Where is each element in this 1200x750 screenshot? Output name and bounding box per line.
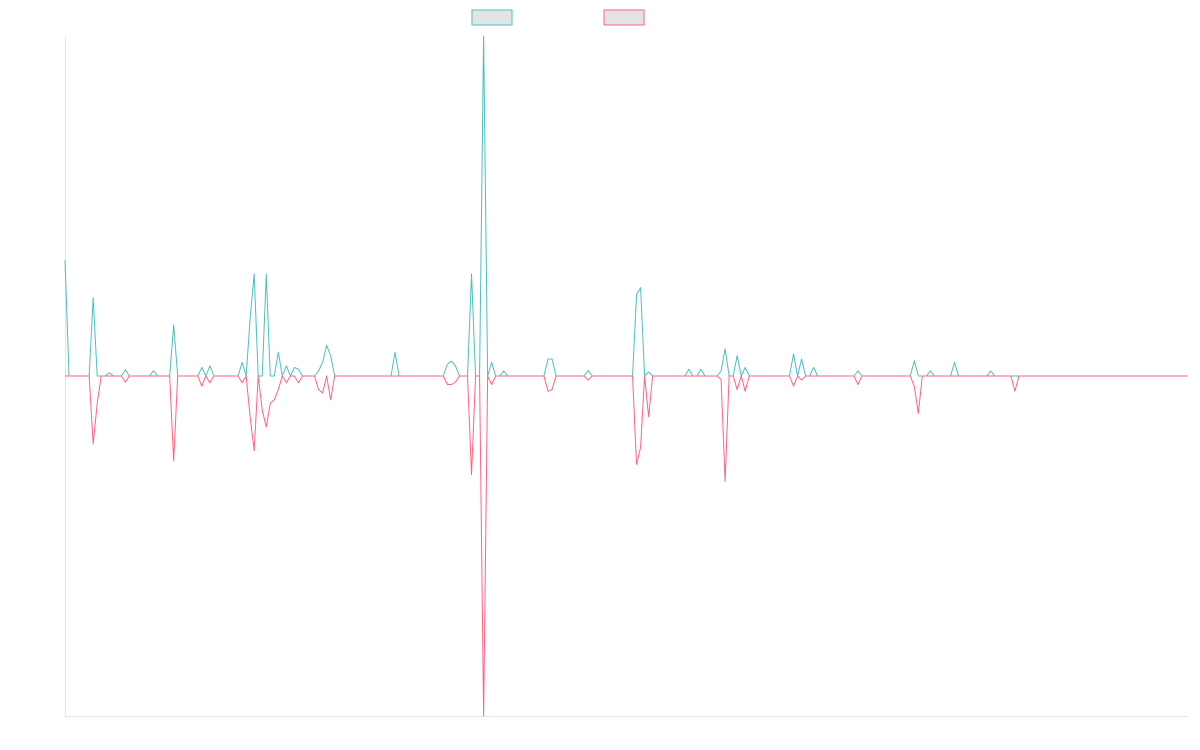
data-point-s0-6 xyxy=(201,367,202,368)
data-point-s1-25 xyxy=(547,391,548,392)
series-line-1 xyxy=(65,375,1188,717)
data-point-s1-5 xyxy=(209,382,210,383)
data-point-s1-33 xyxy=(737,389,738,390)
data-point-s1-9 xyxy=(262,409,263,410)
data-point-s1-14 xyxy=(286,382,287,383)
data-point-s0-5 xyxy=(173,324,174,325)
data-point-s0-18 xyxy=(326,345,327,346)
data-point-s1-4 xyxy=(201,386,202,387)
data-point-s0-2 xyxy=(109,372,110,373)
data-point-s1-11 xyxy=(270,403,271,404)
data-point-s1-16 xyxy=(318,389,319,390)
data-point-s1-27 xyxy=(588,379,589,380)
data-point-s0-28 xyxy=(547,358,548,359)
legend-item-1[interactable] xyxy=(603,9,645,26)
data-point-s1-17 xyxy=(322,392,323,393)
data-point-s0-0 xyxy=(64,260,65,261)
data-point-s1-13 xyxy=(278,389,279,390)
series-line-0 xyxy=(64,35,1188,377)
series-group xyxy=(64,35,1188,717)
data-point-s1-21 xyxy=(455,382,456,383)
data-point-s0-25 xyxy=(483,35,484,36)
data-point-s0-23 xyxy=(455,365,456,366)
legend-item-0[interactable] xyxy=(471,9,513,26)
data-point-s1-1 xyxy=(97,403,98,404)
data-point-s1-7 xyxy=(250,416,251,417)
data-point-s0-46 xyxy=(954,362,955,363)
data-point-s0-16 xyxy=(318,370,319,371)
data-point-s1-40 xyxy=(1014,391,1015,392)
data-point-s1-3 xyxy=(173,460,174,461)
data-point-s0-8 xyxy=(242,362,243,363)
data-point-s0-35 xyxy=(700,369,701,370)
data-point-s1-26 xyxy=(551,389,552,390)
data-point-s0-7 xyxy=(209,365,210,366)
data-point-s0-36 xyxy=(720,370,721,371)
data-point-s0-1 xyxy=(93,297,94,298)
data-point-s1-20 xyxy=(451,384,452,385)
data-point-s0-14 xyxy=(294,367,295,368)
data-point-s0-43 xyxy=(857,370,858,371)
data-point-s1-18 xyxy=(330,399,331,400)
data-point-s0-37 xyxy=(725,348,726,349)
data-point-s1-38 xyxy=(914,386,915,387)
data-point-s1-31 xyxy=(720,379,721,380)
data-point-s0-9 xyxy=(250,318,251,319)
data-point-s0-27 xyxy=(503,370,504,371)
data-point-s1-22 xyxy=(471,474,472,475)
data-point-s0-15 xyxy=(298,369,299,370)
legend xyxy=(471,9,645,26)
data-point-s1-0 xyxy=(93,443,94,444)
data-point-s0-3 xyxy=(125,369,126,370)
data-point-s0-29 xyxy=(551,358,552,359)
data-point-s1-2 xyxy=(125,382,126,383)
data-point-s0-45 xyxy=(930,370,931,371)
data-point-s0-31 xyxy=(636,294,637,295)
data-point-s0-10 xyxy=(254,273,255,274)
data-point-s0-11 xyxy=(266,273,267,274)
data-point-s0-17 xyxy=(322,362,323,363)
data-point-s1-15 xyxy=(298,382,299,383)
data-point-s0-4 xyxy=(153,370,154,371)
data-point-s0-22 xyxy=(451,360,452,361)
data-point-s0-44 xyxy=(914,360,915,361)
data-point-s1-19 xyxy=(447,384,448,385)
data-point-s0-47 xyxy=(990,370,991,371)
data-point-s1-8 xyxy=(254,450,255,451)
data-point-s1-36 xyxy=(801,379,802,380)
data-point-s0-39 xyxy=(745,367,746,368)
data-point-s1-32 xyxy=(725,481,726,482)
data-point-s0-38 xyxy=(737,355,738,356)
data-point-s1-28 xyxy=(636,464,637,465)
data-point-s0-26 xyxy=(491,362,492,363)
data-point-s0-21 xyxy=(447,364,448,365)
data-point-s0-33 xyxy=(648,371,649,372)
legend-swatch-1[interactable] xyxy=(603,9,645,26)
data-point-s1-10 xyxy=(266,426,267,427)
data-point-s0-20 xyxy=(394,352,395,353)
data-point-s1-30 xyxy=(648,416,649,417)
data-point-s1-34 xyxy=(745,391,746,392)
data-point-s0-34 xyxy=(688,369,689,370)
data-point-s0-32 xyxy=(640,287,641,288)
legend-swatch-0[interactable] xyxy=(471,9,513,26)
data-point-s1-12 xyxy=(274,399,275,400)
data-point-s0-24 xyxy=(471,273,472,274)
data-point-s1-24 xyxy=(491,384,492,385)
data-point-s0-42 xyxy=(813,367,814,368)
data-point-s0-41 xyxy=(801,358,802,359)
data-point-s1-37 xyxy=(857,384,858,385)
data-point-s0-40 xyxy=(793,353,794,354)
data-point-s1-39 xyxy=(918,413,919,414)
data-point-s1-23 xyxy=(483,715,484,716)
data-point-s1-29 xyxy=(640,447,641,448)
data-point-s0-19 xyxy=(330,355,331,356)
data-point-s0-12 xyxy=(278,352,279,353)
data-point-s0-13 xyxy=(286,365,287,366)
data-point-s0-30 xyxy=(588,370,589,371)
data-point-s1-35 xyxy=(793,386,794,387)
data-point-s1-6 xyxy=(242,382,243,383)
